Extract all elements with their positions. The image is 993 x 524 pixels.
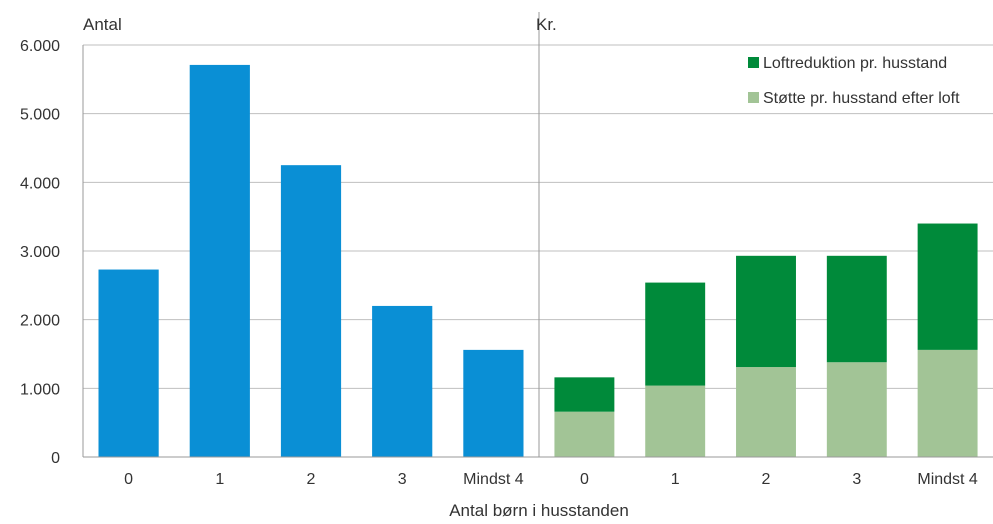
legend-swatch-loftreduktion <box>748 57 759 68</box>
left-x-tick-label: 2 <box>307 471 316 488</box>
right-ylabel: Kr. <box>536 15 557 34</box>
y-tick-label: 5.000 <box>20 107 60 124</box>
right-x-tick-label: 2 <box>762 471 771 488</box>
right-x-tick-label: 1 <box>671 471 680 488</box>
legend-label-loftreduktion: Loftreduktion pr. husstand <box>763 55 947 72</box>
left-bar-series0 <box>372 305 433 457</box>
bars <box>98 64 978 457</box>
right-bar-series0 <box>736 367 796 457</box>
left-bar-series0 <box>280 165 342 457</box>
right-x-tick-label: 0 <box>580 471 589 488</box>
y-tick-label: 4.000 <box>20 175 60 192</box>
left-ylabel: Antal <box>83 15 122 34</box>
legend-label-stoette: Støtte pr. husstand efter loft <box>763 90 960 107</box>
legend: Loftreduktion pr. husstand Støtte pr. hu… <box>748 55 960 107</box>
left-x-tick-label: 1 <box>215 471 224 488</box>
right-x-tick-label: 3 <box>852 471 861 488</box>
x-axis-title: Antal børn i husstanden <box>449 501 629 520</box>
right-bar-series1 <box>554 377 615 412</box>
left-x-tick-label: Mindst 4 <box>463 471 524 488</box>
right-bar-series1 <box>826 255 887 363</box>
right-bar-series1 <box>645 282 706 386</box>
right-x-tick-label: Mindst 4 <box>917 471 978 488</box>
right-bar-series1 <box>917 223 978 350</box>
legend-swatch-stoette <box>748 92 759 103</box>
right-bar-series0 <box>917 349 978 457</box>
y-tick-label: 2.000 <box>20 313 60 330</box>
y-tick-label: 0 <box>51 450 60 467</box>
right-bar-series0 <box>645 385 706 457</box>
right-bar-series0 <box>826 362 887 457</box>
left-bar-series0 <box>98 269 159 457</box>
right-bar-series0 <box>554 411 615 457</box>
left-x-tick-label: 0 <box>124 471 133 488</box>
axes: 0 1.000 2.000 3.000 4.000 5.000 6.000 0 1 2 3 Minds… <box>20 12 993 488</box>
y-tick-label: 1.000 <box>20 381 60 398</box>
right-bar-series1 <box>736 255 796 368</box>
left-x-tick-label: 3 <box>398 471 407 488</box>
y-tick-label: 6.000 <box>20 38 60 55</box>
left-bar-series0 <box>189 64 250 457</box>
y-tick-label: 3.000 <box>20 244 60 261</box>
left-bar-series0 <box>463 349 524 457</box>
